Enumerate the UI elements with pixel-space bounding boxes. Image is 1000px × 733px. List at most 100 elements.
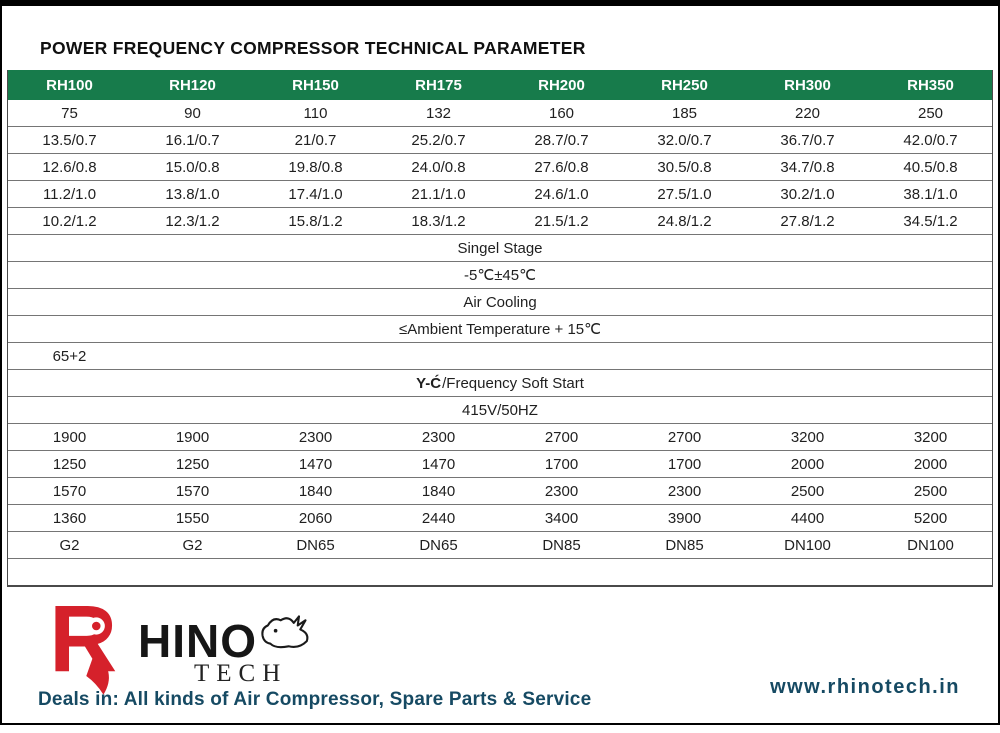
table-cell: 1840 xyxy=(298,482,333,500)
table-cell: DN85 xyxy=(665,536,704,554)
table-row: 13.5/0.7 16.1/0.7 21/0.7 25.2/0.7 28.7/0.7 32… xyxy=(8,127,992,154)
table-cell: 30.5/0.8 xyxy=(657,158,712,176)
table-cell: 28.7/0.7 xyxy=(534,131,589,149)
table-cell: 5200 xyxy=(913,509,948,527)
table-cell: 15.0/0.8 xyxy=(165,158,220,176)
table-cell: 21.1/1.0 xyxy=(411,185,466,203)
table-cell: G2 xyxy=(59,536,80,554)
table-cell: 10.2/1.2 xyxy=(42,212,97,230)
table-cell-empty xyxy=(131,343,992,369)
table-cell: 24.6/1.0 xyxy=(534,185,589,203)
table-cell: 30.2/1.0 xyxy=(780,185,835,203)
table-cell: DN65 xyxy=(296,536,335,554)
table-cell: 1700 xyxy=(667,455,702,473)
table-cell: 3200 xyxy=(790,428,825,446)
table-row: 11.2/1.0 13.8/1.0 17.4/1.0 21.1/1.0 24.6/1.0… xyxy=(8,181,992,208)
table-cell: DN100 xyxy=(907,536,954,554)
table-cell: 2700 xyxy=(667,428,702,446)
column-header: RH175 xyxy=(415,76,462,94)
table-row xyxy=(8,559,992,586)
table-cell: 24.8/1.2 xyxy=(657,212,712,230)
table-cell: 2000 xyxy=(790,455,825,473)
table-cell: 65+2 xyxy=(52,347,87,365)
deals-tagline: Deals in: All kinds of Air Compressor, S… xyxy=(38,689,592,710)
table-row: 65+2 xyxy=(8,343,992,370)
table-row: 415V/50HZ xyxy=(8,397,992,424)
table-row: 10.2/1.2 12.3/1.2 15.8/1.2 18.3/1.2 21.5/1.2… xyxy=(8,208,992,235)
table-cell: DN100 xyxy=(784,536,831,554)
table-cell: 2300 xyxy=(544,482,579,500)
table-cell-merged: Y-Ć/Frequency Soft Start xyxy=(416,374,584,392)
table-cell: 36.7/0.7 xyxy=(780,131,835,149)
table-cell: 2500 xyxy=(790,482,825,500)
table-cell-merged: Singel Stage xyxy=(457,239,543,257)
table-cell: 3400 xyxy=(544,509,579,527)
table-row: 1570 1570 1840 1840 2300 2300 2500 2500 xyxy=(8,478,992,505)
table-cell-merged xyxy=(8,559,992,585)
logo-tech-text: TECH xyxy=(194,660,288,687)
table-cell: G2 xyxy=(182,536,203,554)
table-row: G2 G2 DN65 DN65 DN85 DN85 DN100 DN100 xyxy=(8,532,992,559)
table-cell-merged: 415V/50HZ xyxy=(462,401,538,419)
table-row: Y-Ć/Frequency Soft Start xyxy=(8,370,992,397)
table-cell: 16.1/0.7 xyxy=(165,131,220,149)
table-cell: DN85 xyxy=(542,536,581,554)
column-header: RH300 xyxy=(784,76,831,94)
rhino-head-icon xyxy=(261,615,309,649)
table-cell: 250 xyxy=(917,104,944,122)
table-cell: 4400 xyxy=(790,509,825,527)
table-row: Air Cooling xyxy=(8,289,992,316)
table-cell: 11.2/1.0 xyxy=(42,185,97,203)
website-url: www.rhinotech.in xyxy=(770,676,960,698)
table-cell: 38.1/1.0 xyxy=(903,185,958,203)
table-row: 1250 1250 1470 1470 1700 1700 2000 2000 xyxy=(8,451,992,478)
table-cell: 3200 xyxy=(913,428,948,446)
table-cell: 1550 xyxy=(175,509,210,527)
table-row: 75 90 110 132 160 185 220 250 xyxy=(8,100,992,127)
table-cell: 220 xyxy=(794,104,821,122)
table-row: -5℃±45℃ xyxy=(8,262,992,289)
table-cell: 24.0/0.8 xyxy=(411,158,466,176)
table-cell: 132 xyxy=(425,104,452,122)
table-cell: 12.6/0.8 xyxy=(42,158,97,176)
table-cell: 25.2/0.7 xyxy=(411,131,466,149)
table-cell: 2300 xyxy=(421,428,456,446)
table-cell: 34.5/1.2 xyxy=(903,212,958,230)
table-cell: 21.5/1.2 xyxy=(534,212,589,230)
column-header: RH350 xyxy=(907,76,954,94)
table-cell: 1840 xyxy=(421,482,456,500)
table-row: 1900 1900 2300 2300 2700 2700 3200 3200 xyxy=(8,424,992,451)
table-row: 12.6/0.8 15.0/0.8 19.8/0.8 24.0/0.8 27.6/0.8… xyxy=(8,154,992,181)
table-cell: 17.4/1.0 xyxy=(288,185,343,203)
table-cell: 18.3/1.2 xyxy=(411,212,466,230)
table-cell: 2700 xyxy=(544,428,579,446)
table-row: Singel Stage xyxy=(8,235,992,262)
table-cell: 32.0/0.7 xyxy=(657,131,712,149)
table-cell: 160 xyxy=(548,104,575,122)
table-cell: 2060 xyxy=(298,509,333,527)
table-cell: 2300 xyxy=(298,428,333,446)
table-cell-merged: -5℃±45℃ xyxy=(464,267,536,284)
table-cell: 27.8/1.2 xyxy=(780,212,835,230)
table-cell: 1570 xyxy=(52,482,87,500)
table-cell: 90 xyxy=(184,104,201,122)
logo-hino-text: HINO xyxy=(138,615,257,667)
table-cell: 1250 xyxy=(52,455,87,473)
table-cell: 1250 xyxy=(175,455,210,473)
table-cell: 2300 xyxy=(667,482,702,500)
table-header-row: RH100 RH120 RH150 RH175 RH200 RH250 RH300 RH350 xyxy=(8,70,992,100)
table-cell: 1470 xyxy=(298,455,333,473)
table-cell: 19.8/0.8 xyxy=(288,158,343,176)
table-cell-merged: Air Cooling xyxy=(463,293,537,311)
table-cell: 27.6/0.8 xyxy=(534,158,589,176)
table-cell: 34.7/0.8 xyxy=(780,158,835,176)
column-header: RH200 xyxy=(538,76,585,94)
column-header: RH100 xyxy=(46,76,93,94)
table-cell: 75 xyxy=(61,104,78,122)
table-cell: 42.0/0.7 xyxy=(903,131,958,149)
table-row: 1360 1550 2060 2440 3400 3900 4400 5200 xyxy=(8,505,992,532)
table-cell: 185 xyxy=(671,104,698,122)
table-cell: 2440 xyxy=(421,509,456,527)
table-cell: 2500 xyxy=(913,482,948,500)
